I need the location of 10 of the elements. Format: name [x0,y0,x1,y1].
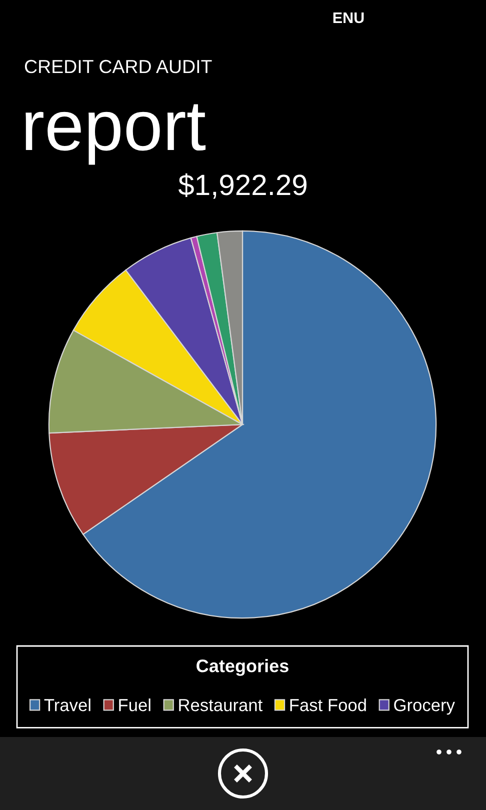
legend-title: Categories [196,659,288,676]
chart-title: CREDIT CARD AUDIT [24,60,212,74]
legend-label: Travel [44,698,90,712]
text: ENU [333,12,364,24]
chart-subtitle: report [26,104,206,165]
legend-label: Restaurant [179,699,263,712]
text: $1,922.29 [178,173,306,199]
legend-label: Fuel [119,698,150,712]
legend-label: Grocery [394,698,455,715]
legend-label: Fast Food [290,698,366,712]
